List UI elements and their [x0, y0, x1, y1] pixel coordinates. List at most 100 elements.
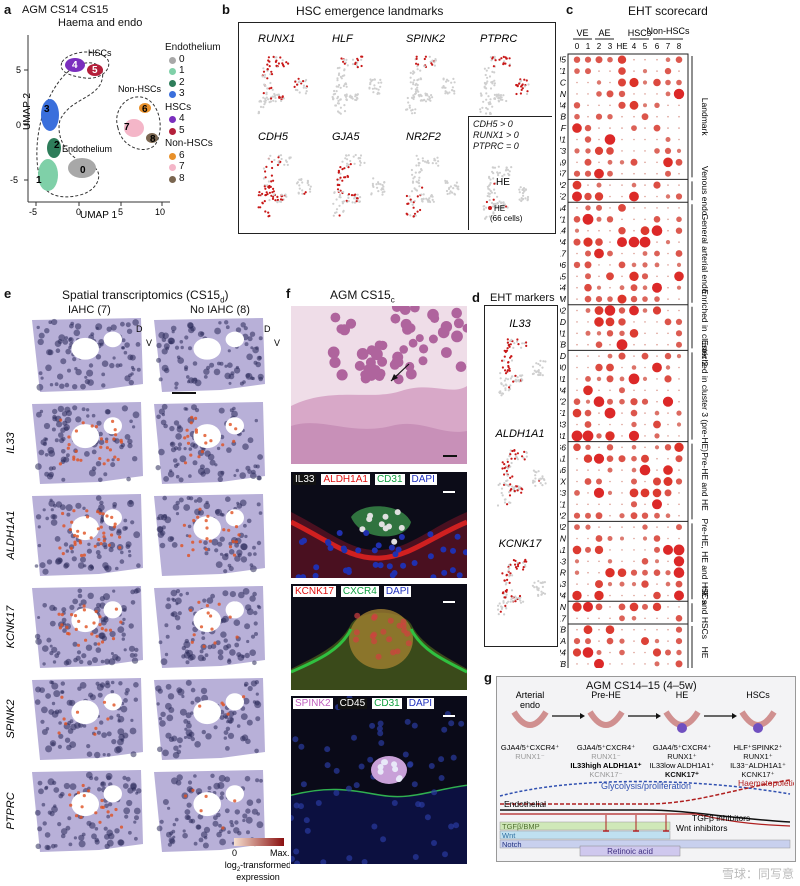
dot [606, 90, 614, 98]
stain-label-kcnk17: KCNK17 [293, 586, 336, 597]
dot [675, 455, 683, 463]
dot [644, 218, 646, 221]
dot [644, 446, 646, 449]
umap-hlf [331, 55, 383, 115]
stage-marker-3: IL33⁻ALDH1A1⁺ [730, 761, 786, 770]
dot [573, 638, 581, 645]
dot [576, 628, 578, 631]
dot [598, 229, 600, 232]
section-label: HE and HSCs [700, 586, 710, 639]
panel-b-title: HSC emergence landmarks [296, 4, 444, 18]
dot [609, 663, 611, 665]
dot [631, 478, 637, 485]
dot [584, 170, 592, 177]
dot [609, 594, 611, 597]
dot [633, 252, 635, 255]
dot [654, 512, 660, 519]
watermark: 雪球：同写意 [721, 867, 794, 881]
section-label: General arterial endo [700, 214, 710, 294]
dot [676, 422, 682, 427]
dot [642, 80, 648, 85]
gene-row-gbp4: GBP4 [560, 591, 566, 601]
legend-item-8: 8 [165, 173, 221, 185]
legend-label: 3 [179, 88, 185, 99]
dot [572, 590, 582, 601]
umap-aldh1a1 [496, 449, 547, 507]
dot [665, 240, 671, 245]
dot [621, 526, 623, 528]
legend-item-7: 7 [165, 161, 221, 173]
stage-marker-1: GJA4/5⁺CXCR4⁺ [501, 743, 559, 752]
umap-cdh5 [257, 154, 312, 218]
dot [656, 526, 658, 528]
stain-label-dapi: DAPI [383, 586, 412, 597]
umap-xlabel: UMAP 1 [80, 210, 117, 220]
stage-name-3: HSCs [746, 690, 770, 700]
dot [604, 305, 616, 316]
colgroup-ae: AE [598, 28, 610, 38]
dot [595, 535, 603, 542]
stain-label-cd31: CD31 [372, 698, 402, 709]
dot [607, 398, 613, 405]
dot [644, 366, 646, 369]
spatial-aldh1a1-no-iahc [152, 492, 267, 578]
dot [652, 602, 662, 612]
dot [619, 330, 625, 336]
dot [621, 594, 623, 597]
dot [656, 321, 658, 323]
dot [596, 285, 602, 290]
gene-row-kcnk17: KCNK17 [560, 613, 566, 623]
dot [656, 628, 658, 631]
dot [576, 81, 578, 84]
dot [654, 250, 660, 257]
dot [629, 329, 639, 338]
dot [641, 398, 649, 405]
gene-row-edn1: EDN1 [560, 374, 566, 384]
gene-row-adgrg6: ADGRG6 [560, 442, 566, 452]
gene-row-hes4: HES4 [560, 283, 566, 293]
cluster-label-4: 4 [72, 60, 78, 71]
dot [633, 115, 635, 118]
ytick-2: -5 [10, 175, 18, 185]
gene-row-bmx: BMX [560, 477, 566, 487]
dot [595, 512, 603, 520]
section-label: Pre-HE, HE and HSCs [700, 519, 710, 605]
dot [606, 637, 614, 645]
dot [678, 309, 680, 312]
panel-a-title-text: AGM CS14 CS15 [22, 4, 109, 16]
stage-marker-4: KCNK17⁺ [665, 770, 699, 779]
dot [631, 182, 637, 188]
dot [633, 70, 635, 72]
dot [656, 469, 658, 471]
dot [633, 343, 635, 346]
dot [631, 455, 637, 462]
dot [667, 264, 669, 266]
legend-swatch [169, 56, 176, 64]
dot [587, 81, 589, 84]
dot [633, 207, 635, 209]
umap-gja5 [332, 153, 386, 217]
dot [678, 366, 680, 369]
legend-item-4: 4 [165, 113, 221, 125]
dot [574, 559, 580, 564]
dot [633, 594, 635, 597]
dot [663, 465, 673, 475]
dot [678, 503, 680, 506]
umap-nr2f2 [405, 154, 460, 218]
col-label-6: 6 [655, 42, 660, 51]
dot [607, 559, 613, 564]
dot [585, 512, 591, 519]
gene-row-gfi1: GFI1 [560, 135, 566, 145]
legend-label: 4 [179, 113, 185, 124]
dot [595, 580, 603, 589]
panel-d-frame [484, 305, 558, 647]
dot [644, 651, 646, 654]
dot [656, 195, 658, 198]
region-endothelium: Endothelium [62, 144, 112, 154]
row-label-aldh1a1: ALDH1A1 [5, 511, 17, 561]
dot [656, 378, 658, 380]
dot [633, 663, 635, 665]
gene-row-nkx2-3: NKX2-3 [560, 556, 566, 566]
dot [678, 378, 680, 380]
dot [609, 241, 611, 243]
